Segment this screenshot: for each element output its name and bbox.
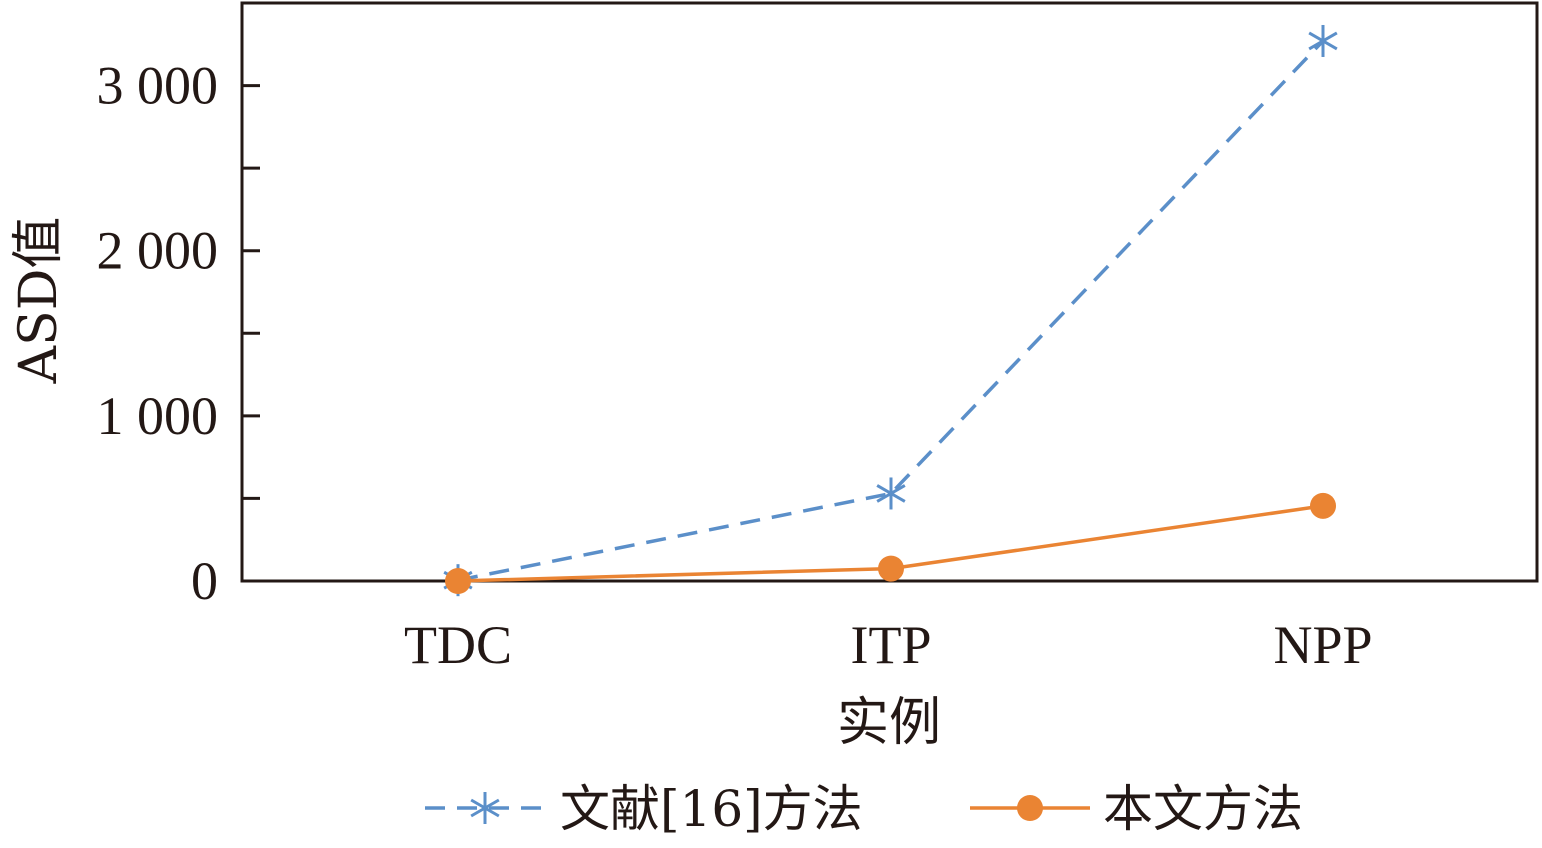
- x-tick-label: TDC: [404, 615, 512, 675]
- data-point-asterisk: [876, 477, 906, 510]
- data-point-circle: [1310, 492, 1336, 519]
- y-tick-label: 3 000: [97, 56, 219, 116]
- data-point-circle: [445, 568, 471, 594]
- legend-marker-circle: [1017, 795, 1043, 821]
- legend-item: 本文方法: [970, 780, 1303, 838]
- y-axis-ticks: 0 1 000 2 000 3 000: [97, 56, 260, 611]
- x-axis-ticks: TDC ITP NPP: [404, 615, 1373, 675]
- series-line: [457, 39, 1325, 582]
- data-point-asterisk: [1308, 24, 1338, 57]
- data-point-circle: [878, 555, 904, 582]
- legend: 文献[16]方法 本文方法: [425, 780, 1303, 838]
- y-axis-title: ASD值: [9, 217, 69, 385]
- legend-label: 文献[16]方法: [560, 780, 863, 838]
- x-axis-title: 实例: [837, 693, 941, 753]
- y-tick-label: 2 000: [97, 221, 219, 281]
- y-tick-label: 1 000: [97, 386, 219, 446]
- x-tick-label: NPP: [1273, 615, 1372, 675]
- series-layer: [443, 24, 1338, 597]
- y-tick-label: 0: [191, 551, 218, 611]
- legend-marker-asterisk: [470, 792, 500, 824]
- x-tick-label: ITP: [851, 615, 932, 675]
- series-1: [443, 24, 1338, 597]
- legend-label: 本文方法: [1103, 780, 1303, 838]
- series-2: [445, 492, 1336, 594]
- legend-item: 文献[16]方法: [425, 780, 863, 838]
